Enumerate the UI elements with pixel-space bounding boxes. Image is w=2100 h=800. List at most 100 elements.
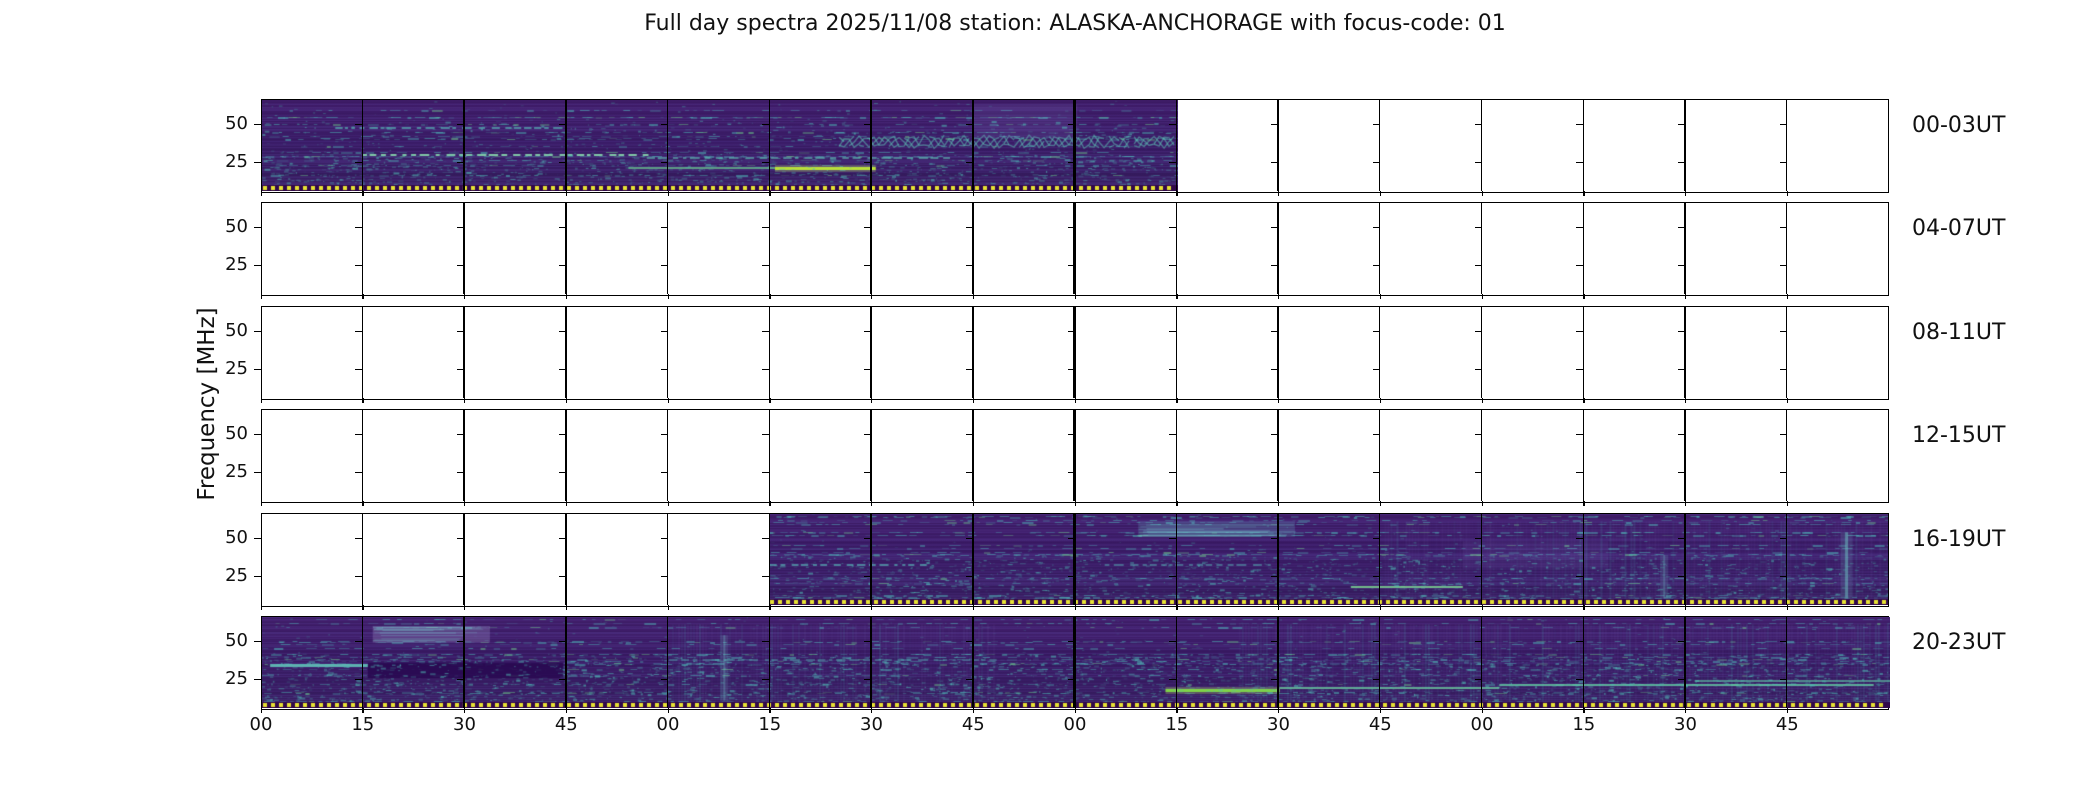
y-tick (1576, 575, 1584, 577)
slab-divider (1480, 100, 1483, 192)
y-tick (355, 433, 363, 435)
y-tick (1067, 678, 1075, 680)
x-tick (1379, 294, 1382, 300)
slab-divider (1786, 100, 1788, 192)
x-tick (565, 501, 568, 507)
y-tick (1779, 678, 1787, 680)
x-tick (1176, 501, 1178, 507)
x-tick (1278, 294, 1280, 300)
y-tick-label: 50 (225, 215, 248, 237)
y-tick (1474, 433, 1482, 435)
slab-divider (768, 410, 771, 502)
x-tick-label: 45 (1775, 714, 1799, 735)
x-tick (1379, 708, 1382, 714)
x-tick (1786, 398, 1789, 404)
x-tick (362, 605, 364, 611)
y-tick (253, 226, 261, 228)
y-tick (864, 330, 872, 332)
y-tick (1372, 161, 1380, 163)
y-tick (457, 640, 465, 642)
slab-divider (1786, 307, 1788, 399)
y-tick (1576, 471, 1584, 473)
x-tick (1481, 294, 1483, 300)
y-tick (355, 471, 363, 473)
y-tick (457, 264, 465, 266)
x-tick (464, 501, 466, 507)
slab-divider (361, 514, 363, 606)
spectra-row-00-03ut: 50 25 (225, 99, 1889, 197)
y-tick (965, 640, 973, 642)
y-tick (355, 264, 363, 266)
y-tick (1576, 123, 1584, 125)
slab-divider (361, 617, 363, 709)
y-tick (1271, 264, 1279, 266)
x-tick (972, 708, 975, 714)
slab-divider (1582, 514, 1584, 606)
y-tick (1067, 575, 1075, 577)
y-tick (457, 575, 465, 577)
y-tick (558, 640, 566, 642)
x-tick-label: 15 (758, 714, 782, 735)
y-tick (762, 264, 770, 266)
slab-divider (1379, 100, 1381, 192)
y-tick (1779, 123, 1787, 125)
slab-divider (870, 617, 872, 709)
y-tick (1067, 330, 1075, 332)
x-tick (667, 708, 669, 714)
y-tick (1271, 433, 1279, 435)
slab-divider (1379, 514, 1381, 606)
x-tick (1379, 605, 1382, 611)
y-tick (558, 161, 566, 163)
x-tick (667, 501, 669, 507)
slab-divider (768, 307, 771, 399)
y-tick-label: 25 (225, 150, 248, 172)
y-tick (1678, 161, 1686, 163)
y-tick (558, 330, 566, 332)
y-tick (1779, 471, 1787, 473)
y-tick-label: 50 (225, 526, 248, 548)
y-tick (762, 678, 770, 680)
slab-divider (1684, 100, 1686, 192)
x-tick (1583, 708, 1585, 714)
y-tick (864, 264, 872, 266)
x-tick (972, 191, 975, 197)
y-tick (1576, 264, 1584, 266)
x-tick (1481, 191, 1483, 197)
x-tick (769, 605, 771, 611)
y-tick (355, 537, 363, 539)
slab-divider (1073, 100, 1076, 192)
slab-divider (565, 514, 567, 606)
y-tick (965, 330, 973, 332)
y-tick (457, 537, 465, 539)
y-tick (253, 264, 261, 266)
slab-divider (768, 100, 771, 192)
x-tick (565, 294, 568, 300)
y-tick (253, 575, 261, 577)
slab-divider (1480, 203, 1483, 295)
slab-divider (1073, 307, 1076, 399)
y-tick (1678, 226, 1686, 228)
row-time-label: 04-07UT (1912, 216, 2006, 241)
slab-divider (565, 617, 567, 709)
y-tick (1169, 226, 1177, 228)
slab-divider (1175, 100, 1177, 192)
row-time-label: 00-03UT (1912, 113, 2006, 138)
y-tick (660, 330, 668, 332)
x-tick-label: 30 (860, 714, 883, 735)
y-tick (965, 123, 973, 125)
slab-divider (361, 307, 363, 399)
y-tick (1474, 368, 1482, 370)
y-tick (762, 123, 770, 125)
row-time-label: 08-11UT (1912, 320, 2006, 345)
y-tick (1372, 471, 1380, 473)
y-tick (1576, 640, 1584, 642)
y-tick (660, 537, 668, 539)
y-tick (1678, 471, 1686, 473)
y-tick (457, 161, 465, 163)
x-tick (1379, 191, 1382, 197)
slab-divider (463, 410, 465, 502)
y-tick (1372, 123, 1380, 125)
slab-divider (1073, 617, 1076, 709)
y-tick (457, 433, 465, 435)
slab-divider (971, 514, 974, 606)
